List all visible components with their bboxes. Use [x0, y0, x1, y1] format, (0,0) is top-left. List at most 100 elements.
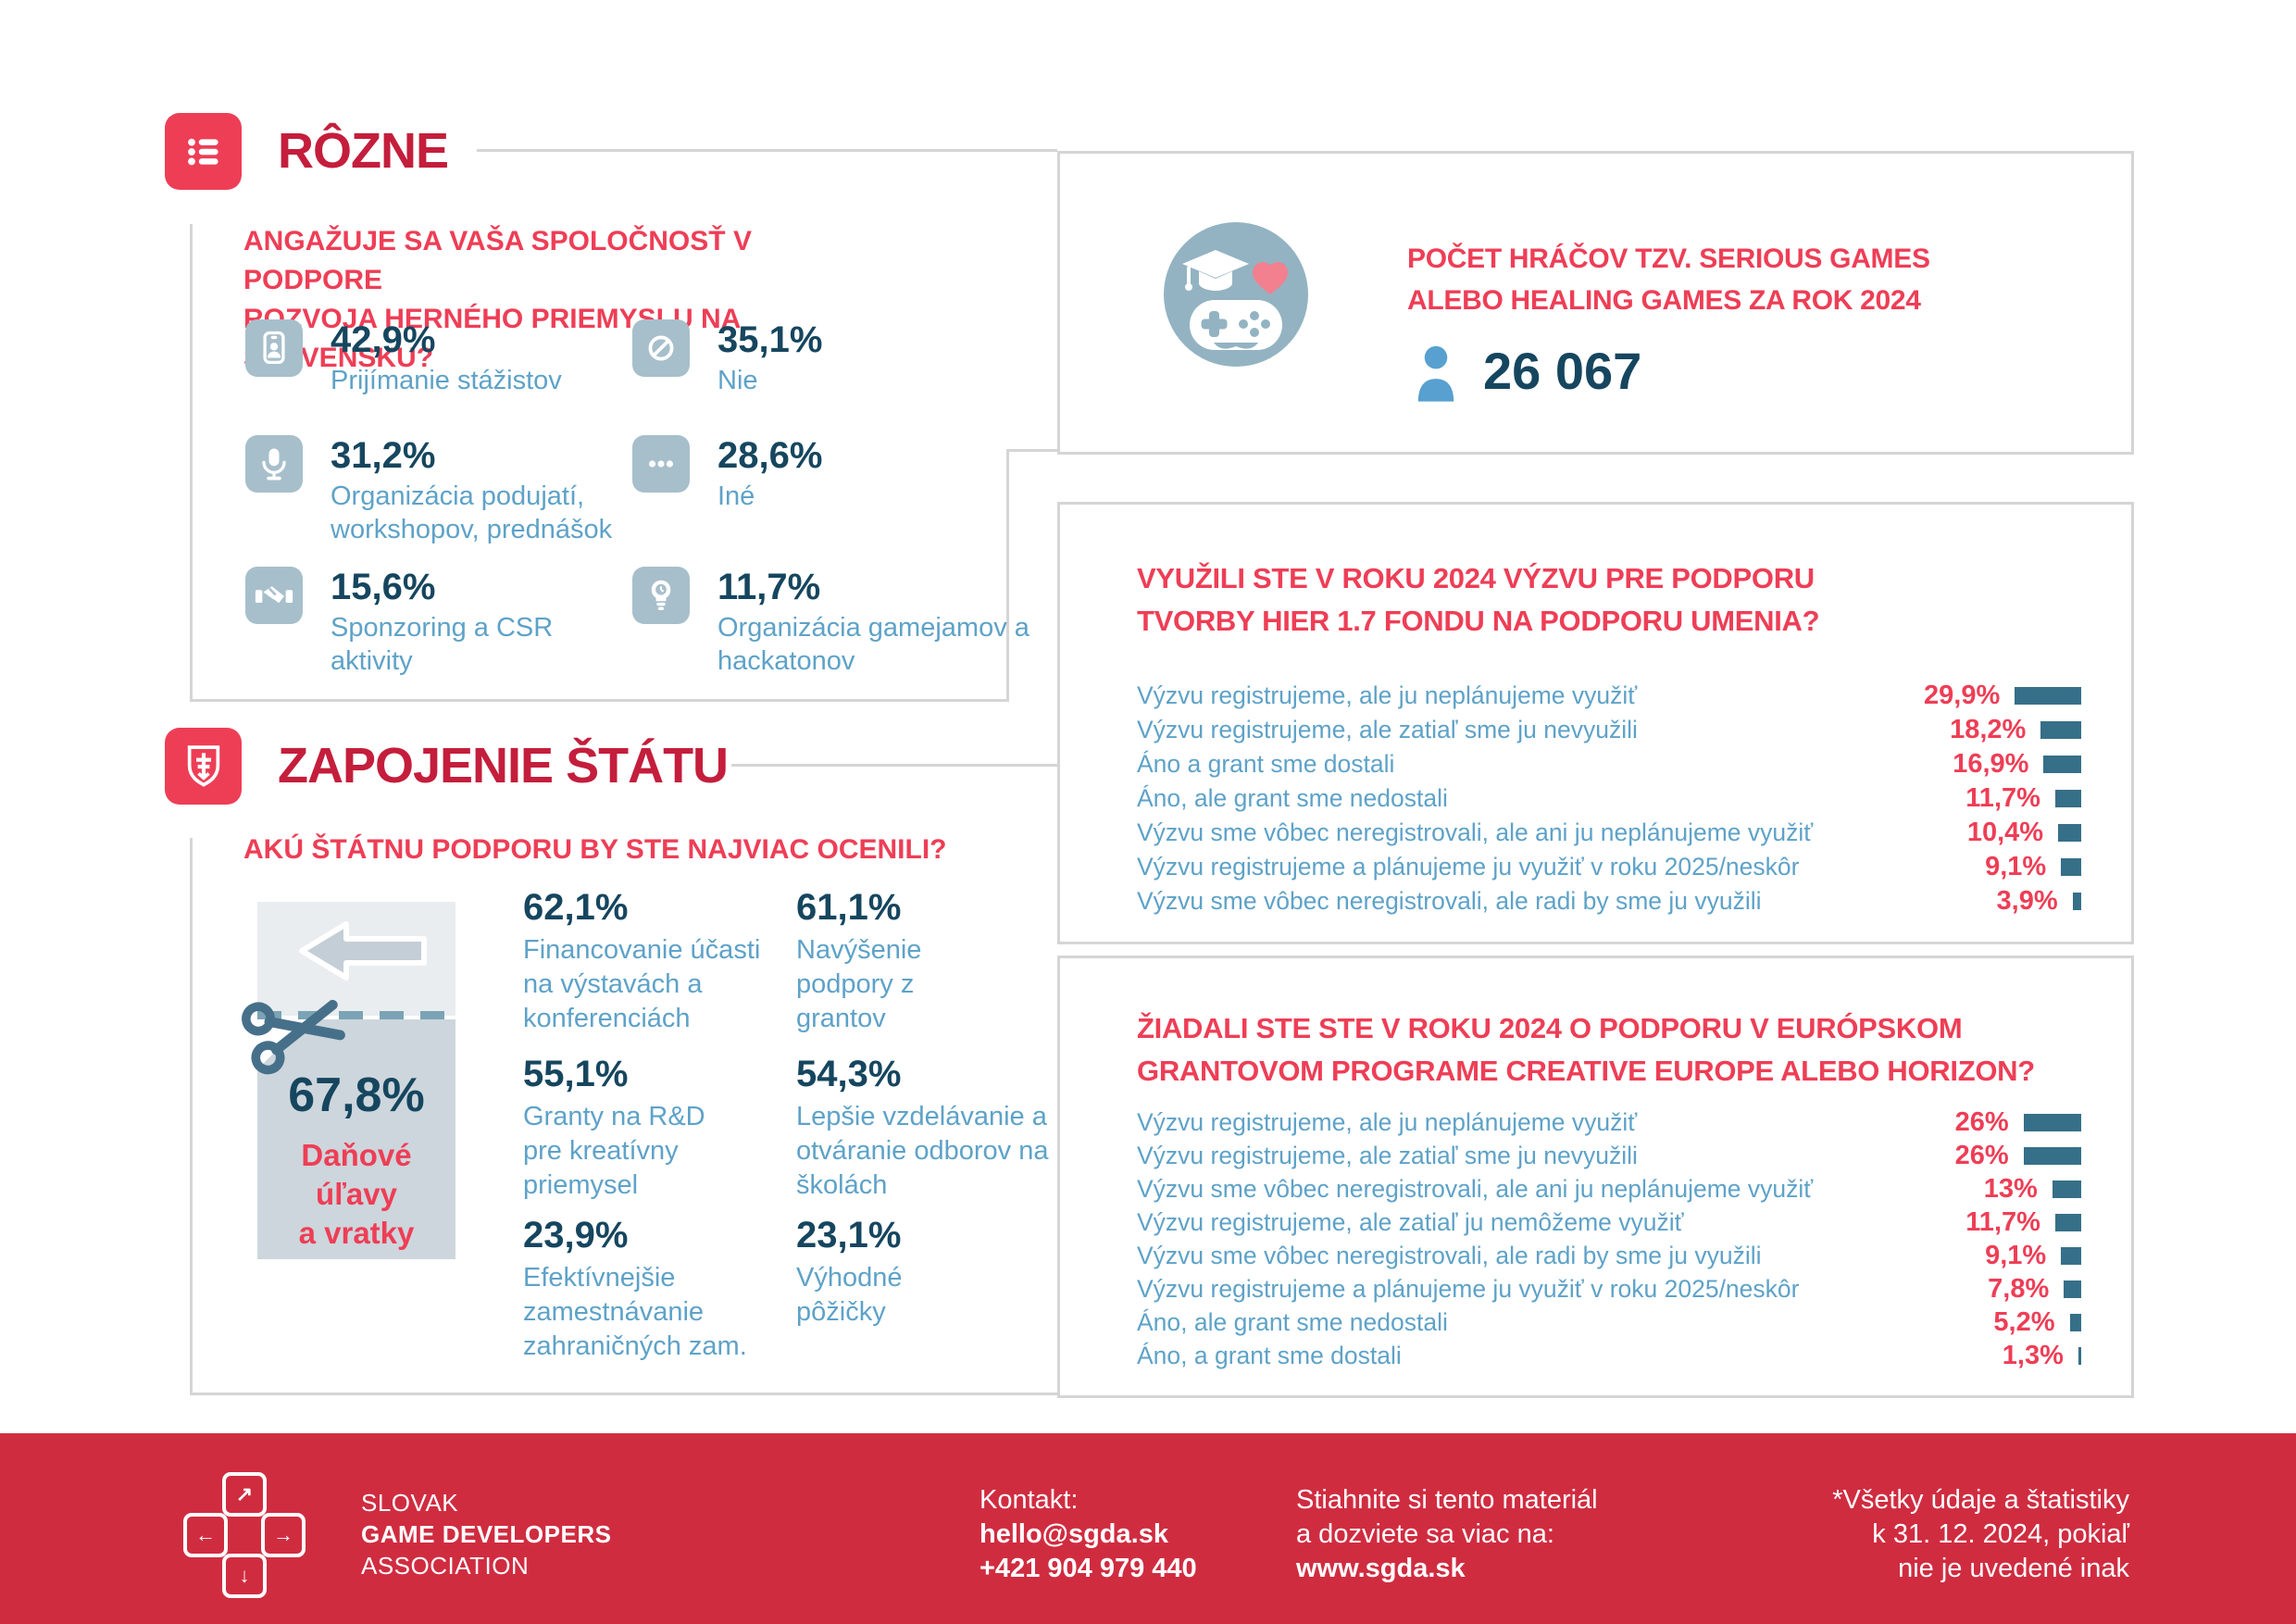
- chart-row: Výzvu sme vôbec neregistrovali, ale ani …: [1137, 1172, 2081, 1206]
- chart-row-bar: [2023, 1113, 2081, 1131]
- sgda-logo-tile-top: ↗: [222, 1472, 267, 1517]
- chart-row-label: Výzvu sme vôbec neregistrovali, ale ani …: [1137, 1174, 1814, 1203]
- chart-row-value: 18,2%: [1950, 715, 2027, 744]
- stat-value: 31,2%: [331, 435, 436, 476]
- sgda-logo-tile-right: →: [261, 1513, 306, 1557]
- chart-row: Výzvu sme vôbec neregistrovali, ale radi…: [1137, 884, 2081, 918]
- chart-row-bar: [2078, 1346, 2081, 1365]
- org-line2: GAME DEVELOPERS: [361, 1520, 612, 1548]
- stat-label: Lepšie vzdelávanie a otváranie odborov n…: [796, 1102, 1049, 1200]
- chart-row: Áno, ale grant sme nedostali 11,7%: [1137, 781, 2081, 816]
- chart-row-value: 9,1%: [1985, 1240, 2047, 1270]
- stat-gamejams: 11,7% Organizácia gamejamov a hackatonov: [632, 567, 1032, 678]
- handshake-icon: [245, 567, 303, 624]
- stat-label: Výhodné pôžičky: [796, 1263, 903, 1327]
- chart-row-bar: [2043, 756, 2081, 773]
- chart-row: Výzvu registrujeme, ale ju neplánujeme v…: [1137, 1106, 2081, 1139]
- stat-value: 54,3%: [796, 1054, 902, 1094]
- stat-value: 28,6%: [718, 435, 823, 476]
- chart-row: Áno, ale grant sme nedostali 5,2%: [1137, 1305, 2081, 1339]
- website-url: www.sgda.sk: [1296, 1554, 1466, 1583]
- chart-row-label: Áno, a grant sme dostali: [1137, 1341, 1402, 1369]
- chart-row-bar: [2040, 721, 2081, 739]
- prohibited-icon: [632, 319, 690, 377]
- stat-value: 23,9%: [523, 1215, 629, 1255]
- chart-row-label: Výzvu registrujeme, ale zatiaľ ju nemôže…: [1137, 1207, 1684, 1236]
- stat-value: 55,1%: [523, 1054, 629, 1094]
- graduation-cap-icon: [1182, 250, 1249, 291]
- fpu-chart-rows: Výzvu registrujeme, ale ju neplánujeme v…: [1137, 679, 2081, 918]
- contact-block: Kontakt: hello@sgda.sk +421 904 979 440: [980, 1483, 1197, 1586]
- fpu-chart-title: VYUŽILI STE V ROKU 2024 VÝZVU PRE PODPOR…: [1137, 557, 1820, 643]
- download-line2: a dozviete sa viac na:: [1296, 1519, 1554, 1549]
- serious-games-title: POČET HRÁČOV TZV. SERIOUS GAMES ALEBO HE…: [1407, 238, 1930, 321]
- stat-value: 35,1%: [718, 319, 823, 360]
- slovak-shield-icon: [165, 728, 242, 805]
- chart-row-bar: [2054, 1213, 2081, 1231]
- stat-no: 35,1% Nie: [632, 319, 903, 397]
- scissors-icon: [227, 958, 361, 1093]
- serious-games-icon: [1162, 220, 1310, 369]
- stat-value: 62,1%: [523, 887, 629, 928]
- footnote-line1: *Všetky údaje a štatistiky: [1832, 1485, 2129, 1515]
- fpu-chart-title-line1: VYUŽILI STE V ROKU 2024 VÝZVU PRE PODPOR…: [1137, 562, 1815, 594]
- org-line1: SLOVAK: [361, 1489, 459, 1517]
- chart-row-value: 3,9%: [1996, 886, 2058, 916]
- chart-row: Áno, a grant sme dostali 1,3%: [1137, 1339, 2081, 1372]
- chart-row-label: Výzvu sme vôbec neregistrovali, ale radi…: [1137, 1241, 1762, 1269]
- box1-bottom-border: [190, 699, 1009, 702]
- download-block: Stiahnite si tento materiál a dozviete s…: [1296, 1483, 1598, 1586]
- chart-row-value: 26%: [1954, 1106, 2009, 1137]
- stat-label: Sponzoring a CSR aktivity: [331, 613, 554, 676]
- stat-label: Efektívnejšie zamestnávanie zahraničných…: [523, 1263, 747, 1361]
- chart-row: Výzvu sme vôbec neregistrovali, ale ani …: [1137, 816, 2081, 850]
- chart-row-label: Áno, ale grant sme nedostali: [1137, 1307, 1448, 1336]
- stat-label: Navýšenie podpory z grantov: [796, 935, 922, 1033]
- box1-left-border: [190, 224, 193, 699]
- footnote-block: *Všetky údaje a štatistiky k 31. 12. 202…: [1778, 1483, 2129, 1586]
- chart-row-bar: [2061, 858, 2081, 876]
- chart-row-value: 13%: [1983, 1173, 2038, 1204]
- chart-row-bar: [2052, 1180, 2081, 1198]
- chart-row-bar: [2058, 824, 2081, 842]
- chart-row-label: Áno, ale grant sme nedostali: [1137, 784, 1448, 812]
- tax-value: 67,8%: [288, 1068, 425, 1122]
- stat-events: 31,2% Organizácia podujatí, workshopov, …: [245, 435, 645, 546]
- chart-row-label: Výzvu registrujeme, ale ju neplánujeme v…: [1137, 1107, 1638, 1136]
- footer: ↗ ← → ↓ SLOVAK GAME DEVELOPERS ASSOCIATI…: [0, 1433, 2296, 1624]
- stat-label: Financovanie účasti na výstavách a konfe…: [523, 935, 761, 1033]
- eu-chart-title: ŽIADALI STE STE V ROKU 2024 O PODPORU V …: [1137, 1007, 2035, 1093]
- gamepad-icon: [1190, 300, 1282, 350]
- chart-row-value: 7,8%: [1988, 1273, 2050, 1304]
- stat-label: Nie: [718, 366, 758, 395]
- tax-label-line1: Daňové: [301, 1138, 412, 1172]
- section-title-rozne: RÔZNE: [278, 123, 449, 179]
- stat-other: 28,6% Iné: [632, 435, 903, 513]
- microphone-icon: [245, 435, 303, 493]
- stat-label: Granty na R&D pre kreatívny priemysel: [523, 1102, 705, 1200]
- person-icon: [1415, 344, 1457, 402]
- serious-games-title-line1: POČET HRÁČOV TZV. SERIOUS GAMES: [1407, 244, 1930, 274]
- chart-row: Výzvu registrujeme, ale zatiaľ sme ju ne…: [1137, 713, 2081, 747]
- fpu-chart-title-line2: TVORBY HIER 1.7 FONDU NA PODPORU UMENIA?: [1137, 605, 1820, 637]
- footnote-line2: k 31. 12. 2024, pokiaľ: [1872, 1519, 2129, 1549]
- panel-serious-games: [1057, 151, 2134, 455]
- sstat-education: 54,3% Lepšie vzdelávanie a otváranie odb…: [796, 1054, 1106, 1203]
- chart-row: Výzvu registrujeme a plánujeme ju využiť…: [1137, 1272, 2081, 1305]
- chart-row-value: 11,7%: [1965, 1206, 2040, 1237]
- question-engagement-line1: ANGAŽUJE SA VAŠA SPOLOČNOSŤ V PODPORE: [243, 226, 752, 295]
- stat-value: 23,1%: [796, 1215, 902, 1255]
- chart-row-bar: [2023, 1146, 2081, 1165]
- tax-label-line3: a vratky: [298, 1216, 415, 1250]
- sgda-org-name: SLOVAK GAME DEVELOPERS ASSOCIATION: [361, 1487, 611, 1581]
- chart-row-bar: [2054, 790, 2081, 807]
- chart-row-bar: [2015, 687, 2081, 705]
- tax-graphic-lower: 67,8% Daňové úľavy a vratky: [257, 1019, 455, 1259]
- statu-title-rule: [731, 764, 1057, 767]
- chart-row: Výzvu registrujeme a plánujeme ju využiť…: [1137, 850, 2081, 884]
- ellipsis-icon: [632, 435, 690, 493]
- stat-label: Organizácia gamejamov a hackatonov: [718, 613, 1029, 676]
- stat-value: 15,6%: [331, 567, 436, 607]
- chart-row-value: 29,9%: [1924, 681, 2001, 710]
- tax-label: Daňové úľavy a vratky: [257, 1136, 455, 1253]
